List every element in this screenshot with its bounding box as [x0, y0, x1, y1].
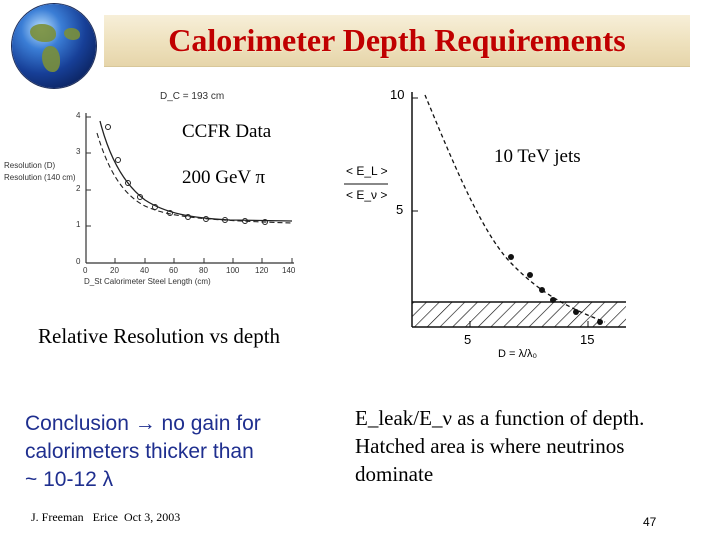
- slide-title: Calorimeter Depth Requirements: [168, 22, 626, 58]
- left-plot-header: D_C = 193 cm: [160, 91, 225, 102]
- left-plot-ytick: 1: [76, 220, 81, 229]
- left-plot-xtick: 120: [255, 266, 269, 275]
- left-plot-ylabel-2: Resolution (140 cm): [4, 173, 76, 182]
- left-plot-xlabel: D_St Calorimeter Steel Length (cm): [84, 277, 211, 286]
- right-plot-ytick: 10: [390, 87, 405, 102]
- left-plot-xtick: 100: [226, 266, 240, 275]
- right-plot-ylabel-num: < E_L >: [346, 164, 388, 178]
- conclusion-line-2: calorimeters thicker than: [25, 440, 254, 463]
- left-plot-caption: Relative Resolution vs depth: [38, 324, 281, 348]
- globe-logo: [12, 4, 96, 88]
- right-plot-xlabel: D = λ/λ₀: [498, 348, 538, 360]
- jets-annotation: 10 TeV jets: [494, 146, 581, 167]
- left-plot-ytick: 4: [76, 111, 81, 120]
- left-plot-xtick: 60: [169, 266, 178, 275]
- description-line-1: E_leak/E_ν as a function of depth.: [355, 406, 645, 430]
- left-plot-xtick: 20: [110, 266, 119, 275]
- slide-number: 47: [643, 515, 657, 529]
- description-text: E_leak/E_ν as a function of depth. Hatch…: [355, 404, 644, 488]
- energy-label: 200 GeV π: [182, 167, 266, 188]
- description-line-3: dominate: [355, 462, 434, 486]
- ccfr-data-label: CCFR Data: [182, 121, 272, 142]
- left-plot-ytick: 3: [76, 147, 81, 156]
- left-plot-xtick: 140: [282, 266, 296, 275]
- footer-text: J. Freeman Erice Oct 3, 2003: [31, 510, 181, 524]
- left-plot-xtick: 0: [83, 266, 88, 275]
- right-plot: < E_L > < E_ν > 10 5 5 15 D = λ/λ₀: [330, 80, 630, 370]
- left-plot: D_C = 193 cm Resolution (D) Resolution (…: [0, 85, 300, 300]
- conclusion-text: Conclusion → no gain for calorimeters th…: [25, 410, 261, 494]
- left-plot-ytick: 2: [76, 184, 81, 193]
- left-plot-xtick: 80: [199, 266, 208, 275]
- conclusion-line-3: ~ 10-12 λ: [25, 468, 114, 491]
- right-plot-xtick: 15: [580, 332, 595, 347]
- description-line-2: Hatched area is where neutrinos: [355, 434, 625, 458]
- left-plot-ylabel-1: Resolution (D): [4, 161, 56, 170]
- right-plot-xtick: 5: [464, 332, 472, 347]
- left-plot-ytick: 0: [76, 257, 81, 266]
- right-plot-ylabel-den: < E_ν >: [346, 188, 388, 202]
- right-plot-ytick: 5: [396, 202, 404, 217]
- left-plot-xtick: 40: [140, 266, 149, 275]
- title-bar: [104, 15, 690, 67]
- conclusion-line-1: Conclusion → no gain for: [25, 412, 261, 435]
